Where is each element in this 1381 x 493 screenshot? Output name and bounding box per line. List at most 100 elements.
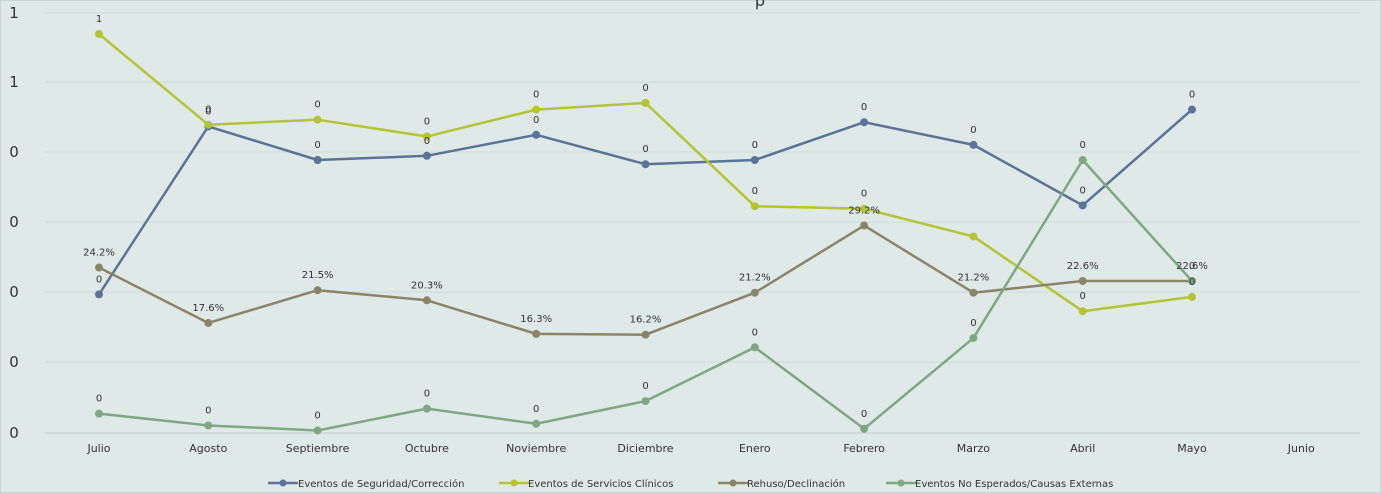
data-point [422, 404, 431, 413]
data-point [750, 288, 759, 297]
x-tick-label: Noviembre [506, 442, 566, 455]
data-point [95, 30, 103, 38]
data-label: 0 [861, 409, 867, 420]
legend-label: Eventos de Servicios Clínicos [528, 478, 673, 490]
chart-title: p [755, 0, 765, 10]
data-point [532, 419, 541, 428]
data-point [313, 115, 322, 124]
data-point [204, 421, 213, 430]
x-tick-label: Julio [86, 442, 110, 455]
data-label: 0 [96, 394, 102, 405]
data-label: 0 [424, 136, 430, 147]
data-label: 0 [642, 83, 648, 94]
data-point [860, 118, 869, 127]
data-point [204, 318, 213, 327]
data-label: 0 [642, 381, 648, 392]
data-label: 0 [970, 125, 976, 136]
data-point [532, 105, 541, 114]
x-tick-label: Agosto [189, 442, 227, 455]
y-tick-label: 1 [9, 4, 19, 22]
x-tick-label: Mayo [1177, 442, 1207, 455]
data-point [313, 156, 322, 164]
data-label: 0 [752, 186, 758, 197]
data-point [95, 290, 103, 299]
data-label: 21.2% [958, 273, 990, 284]
data-point [860, 204, 869, 213]
data-label: 0 [533, 90, 539, 101]
data-label: 0 [752, 140, 758, 151]
data-point [313, 426, 322, 435]
data-label: 0 [642, 144, 648, 155]
x-tick-label: Octubre [405, 442, 449, 455]
data-label: 0 [314, 140, 320, 151]
data-point [641, 160, 650, 169]
data-point [1188, 292, 1196, 301]
legend-marker [510, 479, 518, 487]
data-point [641, 98, 650, 107]
data-label: 0 [1080, 291, 1086, 302]
data-label: 0 [205, 106, 211, 117]
data-label: 22.6% [1067, 261, 1099, 272]
data-label: 0 [861, 102, 867, 113]
data-point [1078, 307, 1087, 316]
data-point [750, 202, 759, 211]
data-label: 0 [533, 404, 539, 415]
data-point [1188, 105, 1196, 114]
data-label: 22.6% [1176, 261, 1208, 272]
data-label: 29.2% [848, 206, 880, 217]
data-label: 0 [314, 100, 320, 111]
legend-label: Eventos de Seguridad/Corrección [298, 478, 464, 490]
data-point [532, 130, 541, 139]
data-point [204, 120, 213, 129]
data-label: 0 [1080, 140, 1086, 151]
data-label: 20.3% [411, 280, 443, 291]
data-label: 0 [205, 105, 211, 116]
data-label: 0 [1189, 90, 1195, 101]
data-point [313, 286, 322, 295]
data-point [532, 329, 541, 338]
data-point [969, 140, 978, 149]
y-tick-label: 0 [9, 283, 19, 301]
x-tick-label: Diciembre [617, 442, 673, 455]
data-point [1078, 201, 1087, 210]
y-tick-label: 0 [9, 424, 19, 442]
x-tick-label: Febrero [843, 442, 885, 455]
series-line [98, 33, 1193, 313]
data-label: 0 [314, 410, 320, 421]
legend-marker [279, 479, 287, 487]
data-point [1078, 156, 1087, 164]
data-label: 0 [205, 405, 211, 416]
legend-marker [729, 479, 737, 487]
data-point [969, 232, 978, 241]
data-point [750, 343, 759, 352]
data-label: 0 [861, 189, 867, 200]
legend-label: Rehuso/Declinación [747, 478, 845, 490]
data-label: 21.2% [739, 273, 771, 284]
data-point [641, 397, 650, 406]
series-line [97, 108, 1193, 296]
data-point [860, 221, 869, 230]
data-point [750, 156, 759, 164]
data-label: 17.6% [192, 303, 224, 314]
data-label: 0 [533, 115, 539, 126]
data-point [95, 263, 103, 272]
data-point [969, 288, 978, 297]
x-tick-label: Junio [1287, 442, 1315, 455]
data-point [95, 409, 103, 418]
x-tick-label: Abril [1070, 442, 1095, 455]
data-label: 21.5% [302, 270, 334, 281]
x-tick-label: Marzo [957, 442, 991, 455]
data-label: 0 [424, 116, 430, 127]
data-point [1188, 276, 1196, 285]
y-tick-label: 0 [9, 353, 19, 371]
data-point [1078, 276, 1087, 285]
data-point [422, 151, 431, 160]
data-point [860, 424, 869, 433]
data-label: 1 [96, 14, 102, 25]
x-tick-label: Septiembre [286, 442, 350, 455]
legend-marker [897, 479, 905, 487]
data-label: 16.3% [520, 314, 552, 325]
